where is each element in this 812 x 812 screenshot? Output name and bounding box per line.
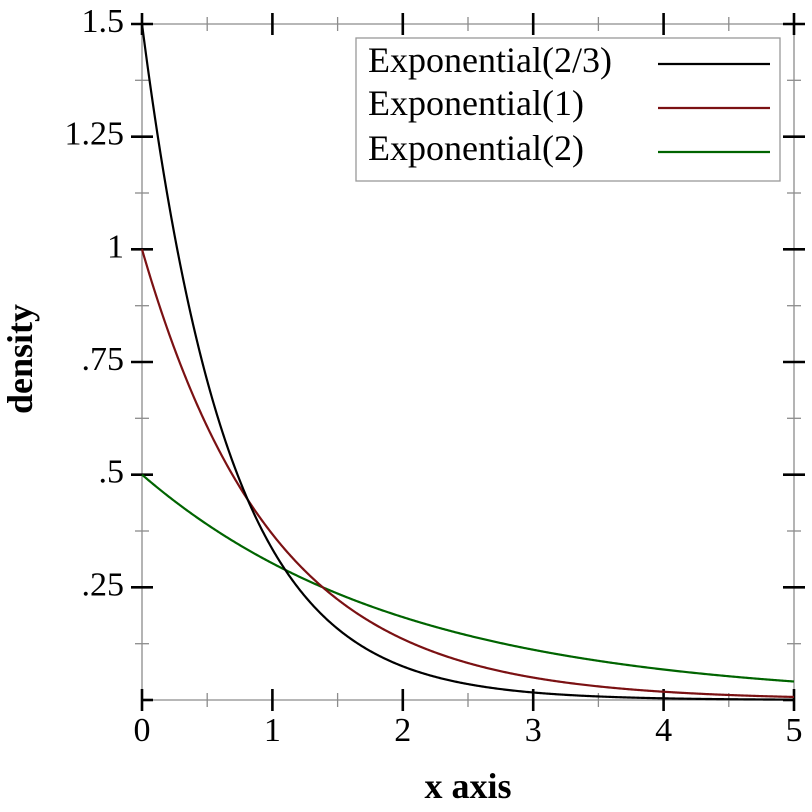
svg-text:.75: .75 [82, 341, 125, 378]
svg-text:0: 0 [134, 712, 151, 749]
svg-text:.5: .5 [99, 454, 125, 491]
svg-text:density: density [0, 304, 40, 414]
svg-text:2: 2 [394, 712, 411, 749]
svg-text:.25: .25 [82, 566, 125, 603]
svg-text:3: 3 [525, 712, 542, 749]
svg-text:4: 4 [655, 712, 672, 749]
svg-text:1: 1 [264, 712, 281, 749]
svg-text:Exponential(1): Exponential(1) [368, 83, 584, 123]
svg-text:1.5: 1.5 [82, 3, 125, 40]
svg-text:Exponential(2): Exponential(2) [368, 128, 584, 168]
svg-text:5: 5 [786, 712, 803, 749]
svg-text:x axis: x axis [424, 766, 511, 806]
svg-text:Exponential(2/3): Exponential(2/3) [368, 40, 612, 80]
svg-text:1: 1 [107, 228, 124, 265]
svg-text:1.25: 1.25 [65, 116, 125, 153]
